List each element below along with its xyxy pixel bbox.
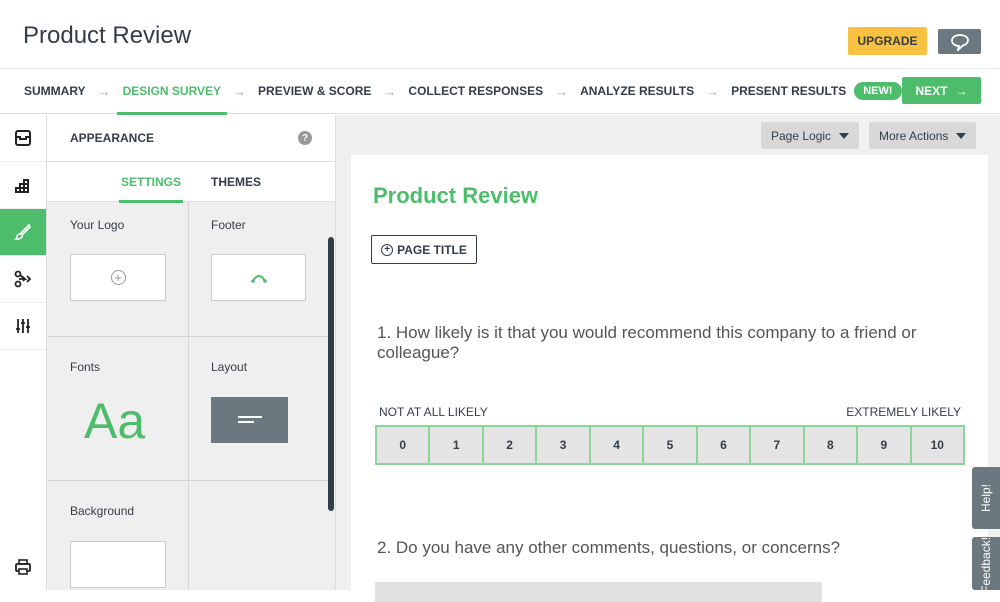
scale-option[interactable]: 5 [644,427,698,463]
survey-content: Page Logic More Actions Product Review +… [336,115,1000,602]
page-title-button[interactable]: + PAGE TITLE [371,235,477,264]
logo-label: Your Logo [70,218,125,232]
panel-scrollbar[interactable] [328,237,334,511]
arrow-icon: → [97,83,111,99]
scale-option[interactable]: 4 [590,427,645,463]
step-analyze-results[interactable]: ANALYZE RESULTS [580,84,695,98]
scale-option[interactable]: 10 [911,427,963,463]
scale-option[interactable]: 6 [697,427,752,463]
arrow-icon: → [555,83,569,99]
fonts-sample: Aa [84,393,146,449]
footer-toggle[interactable] [211,254,306,301]
footer-cell[interactable]: Footer [188,202,329,336]
page-title-label: PAGE TITLE [397,242,467,257]
rail-builder[interactable] [0,115,46,162]
caret-down-icon [839,132,850,139]
scale-option[interactable]: 2 [483,427,538,463]
plus-circle-icon: + [110,270,126,285]
next-button[interactable]: NEXT → [902,77,981,104]
step-collect-responses[interactable]: COLLECT RESPONSES [408,84,544,98]
footer-icon [250,274,267,283]
blocks-icon [15,179,29,193]
feedback-chat-button[interactable] [938,29,981,54]
scale-high-label: EXTREMELY LIKELY [846,405,961,419]
rail-appearance[interactable] [0,209,46,256]
scale-option[interactable]: 9 [858,427,912,463]
background-cell[interactable]: Background [47,481,188,590]
tab-settings[interactable]: SETTINGS [118,162,184,203]
chat-icon [950,33,969,51]
arrow-icon: → [706,83,720,99]
logo-cell[interactable]: Your Logo + [47,202,188,336]
add-logo-button[interactable]: + [70,254,166,301]
arrow-right-icon: → [955,83,968,98]
new-badge: NEW! [854,82,902,100]
more-actions-label: More Actions [879,128,949,143]
survey-canvas: Product Review + PAGE TITLE 1. How likely… [351,155,988,602]
feedback-tab-label: Feedback! [979,537,993,590]
survey-name: Product Review [23,22,192,49]
tab-themes[interactable]: THEMES [211,175,262,189]
logic-icon [14,270,32,288]
scale-option[interactable]: 3 [537,427,591,463]
inbox-icon [15,130,31,146]
scale-option[interactable]: 8 [804,427,859,463]
plus-circle-icon: + [381,243,394,256]
step-present-results[interactable]: PRESENT RESULTS [731,84,847,98]
nps-scale: 0 1 2 3 4 5 6 7 8 9 10 [375,425,965,465]
more-actions-button[interactable]: More Actions [869,122,977,149]
layout-label: Layout [211,360,248,374]
caret-down-icon [956,132,967,139]
fonts-label: Fonts [70,360,101,374]
fonts-cell[interactable]: Fonts Aa [47,337,188,480]
scale-option[interactable]: 7 [751,427,805,463]
rail-logic[interactable] [0,256,46,303]
step-design-survey[interactable]: DESIGN SURVEY [116,68,228,115]
appearance-panel: APPEARANCE? SETTINGS THEMES Your Logo + Fo… [47,115,336,590]
comment-textarea[interactable] [375,582,822,602]
arrow-icon: → [383,83,397,99]
page-logic-label: Page Logic [771,128,832,143]
background-label: Background [70,504,135,518]
scale-option[interactable]: 1 [430,427,484,463]
question-1[interactable]: 1. How likely is it that you would recom… [377,323,917,362]
upgrade-button[interactable]: UPGRADE [848,27,927,55]
icon-rail [0,115,47,590]
brush-icon [14,223,31,240]
print-icon [15,558,31,575]
rail-print[interactable] [0,543,46,590]
step-summary[interactable]: SUMMARY [24,84,86,98]
scale-low-label: NOT AT ALL LIKELY [379,405,488,419]
step-nav: SUMMARY → DESIGN SURVEY → PREVIEW & SCORE →… [0,68,1000,115]
step-preview-score[interactable]: PREVIEW & SCORE [258,84,372,98]
scale-option[interactable]: 0 [377,427,431,463]
panel-title: APPEARANCE [70,131,155,145]
next-label: NEXT [915,83,948,98]
sliders-icon [16,319,30,333]
survey-title[interactable]: Product Review [373,183,539,208]
footer-label: Footer [211,218,246,232]
rail-options[interactable] [0,303,46,350]
layout-cell[interactable]: Layout [188,337,329,480]
layout-icon [211,397,288,443]
background-swatch[interactable] [70,541,166,588]
page-logic-button[interactable]: Page Logic [761,122,860,149]
help-tab[interactable]: Help! [972,467,1000,529]
question-2[interactable]: 2. Do you have any other comments, quest… [377,538,841,557]
help-icon[interactable]: ? [298,131,312,145]
rail-question-bank[interactable] [0,162,46,209]
feedback-tab[interactable]: Feedback! [972,537,1000,590]
help-tab-label: Help! [979,484,993,513]
arrow-icon: → [233,83,247,99]
